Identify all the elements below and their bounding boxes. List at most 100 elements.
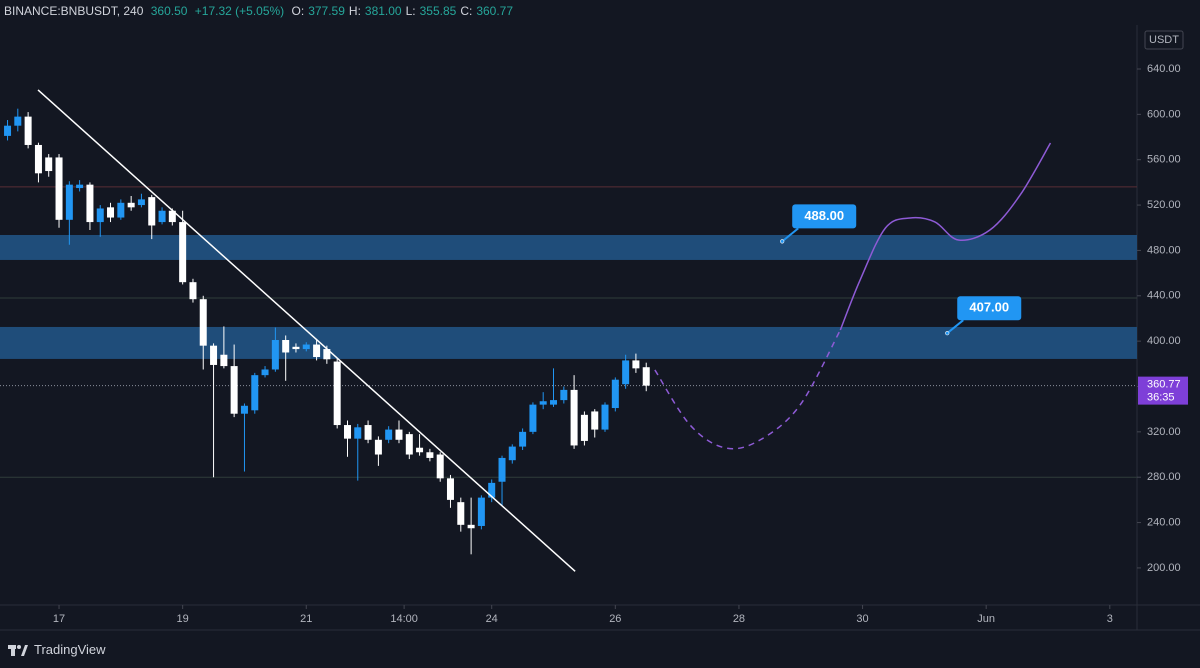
candle-body: [117, 202, 125, 218]
candle-body: [426, 452, 434, 458]
candle-body: [457, 502, 465, 525]
candle-body: [55, 157, 63, 220]
currency: USDT: [1149, 34, 1179, 46]
candle-body: [611, 379, 619, 409]
x-tick-label: 14:00: [390, 613, 418, 625]
candle-body: [591, 411, 599, 430]
candle-body: [580, 414, 588, 441]
candle-body: [416, 447, 424, 453]
candle-body: [446, 478, 454, 500]
ohlc-value: 381.00: [364, 4, 402, 18]
candle-body: [385, 429, 393, 440]
candle-body: [632, 360, 640, 369]
candle-body: [395, 429, 403, 440]
candle-body: [137, 199, 145, 206]
candle-body: [261, 369, 269, 376]
candle-body: [601, 404, 609, 430]
ohlc: O: 377.59 H: 381.00 L: 355.85 C: 360.77: [292, 4, 518, 18]
currency-box[interactable]: [1144, 30, 1184, 50]
candle-body: [313, 344, 321, 358]
candle-body: [127, 202, 135, 208]
candle-body: [271, 340, 279, 370]
candle-body: [343, 425, 351, 439]
candle-body: [529, 404, 537, 432]
candle-body: [436, 454, 444, 479]
candle-body: [96, 208, 104, 223]
candle-body: [508, 446, 516, 461]
candle-body: [519, 431, 527, 447]
candle-body: [14, 116, 22, 126]
x-tick-label: 3: [1107, 613, 1113, 625]
callout-box: [792, 204, 857, 229]
candle-body: [488, 482, 496, 498]
candle-body: [570, 389, 578, 446]
y-tick-label: 200.00: [1147, 562, 1181, 574]
zone: [0, 326, 1137, 359]
ohlc-label: H:: [348, 4, 361, 18]
callout-pointer: [946, 319, 964, 334]
candle-body: [65, 184, 73, 220]
footer: TradingView: [8, 642, 106, 657]
last-price-box: [1138, 376, 1188, 405]
ohlc-label: O:: [291, 4, 305, 18]
x-tick-label: 28: [733, 613, 745, 625]
candle-body: [220, 354, 228, 367]
candle-body: [76, 184, 84, 189]
candle-body: [199, 299, 207, 346]
ohlc-value: 360.77: [476, 4, 514, 18]
callout-label: 488.00: [804, 208, 844, 223]
last: 360.50: [150, 4, 188, 18]
trendline: [37, 89, 576, 572]
symbol: BINANCE:BNBUSDT, 240: [4, 4, 144, 18]
projection-solid: [839, 142, 1052, 331]
x-tick-label: 17: [53, 613, 65, 625]
x-tick-label: 21: [300, 613, 312, 625]
candle-body: [560, 389, 568, 401]
candle-body: [405, 434, 413, 455]
candle-body: [158, 210, 166, 223]
y-tick-label: 640.00: [1147, 63, 1181, 75]
candle-body: [550, 400, 558, 405]
header: BINANCE:BNBUSDT, 240 360.50 +17.32 (+5.0…: [4, 4, 521, 18]
countdown: 36:35: [1147, 392, 1175, 404]
y-tick-label: 560.00: [1147, 154, 1181, 166]
y-tick-label: 240.00: [1147, 516, 1181, 528]
logo: [8, 644, 28, 656]
candle-body: [148, 197, 156, 226]
candle-body: [302, 344, 310, 350]
brand: TradingView: [34, 642, 106, 657]
callout-point: [945, 331, 950, 336]
candle-body: [179, 222, 187, 283]
x-tick-label: 30: [856, 613, 868, 625]
candle-body: [210, 345, 218, 365]
candle-body: [539, 401, 547, 405]
y-tick-label: 440.00: [1147, 290, 1181, 302]
candle-body: [34, 144, 42, 174]
candle-body: [86, 184, 94, 223]
candle-body: [282, 340, 290, 353]
y-tick-label: 400.00: [1147, 335, 1181, 347]
candle-body: [189, 282, 197, 300]
callout-label: 407.00: [969, 300, 1009, 315]
zone: [0, 235, 1137, 260]
candle-body: [622, 360, 630, 385]
y-tick-label: 480.00: [1147, 244, 1181, 256]
candle-body: [364, 425, 372, 440]
candle-body: [323, 349, 331, 360]
candle-body: [4, 125, 12, 136]
last-price-label: 360.77: [1147, 379, 1181, 391]
y-tick-label: 280.00: [1147, 471, 1181, 483]
candle-body: [467, 524, 475, 529]
projection-dashed: [654, 329, 841, 450]
ohlc-label: C:: [460, 4, 473, 18]
candle-body: [477, 497, 485, 526]
candle-body: [251, 375, 259, 411]
candle-body: [24, 116, 32, 145]
x-tick-label: Jun: [977, 613, 995, 625]
change: +17.32 (+5.05%): [194, 4, 285, 18]
candle-body: [354, 427, 362, 439]
candle-body: [168, 210, 176, 223]
ohlc-label: L:: [405, 4, 416, 18]
candle-body: [240, 405, 248, 414]
